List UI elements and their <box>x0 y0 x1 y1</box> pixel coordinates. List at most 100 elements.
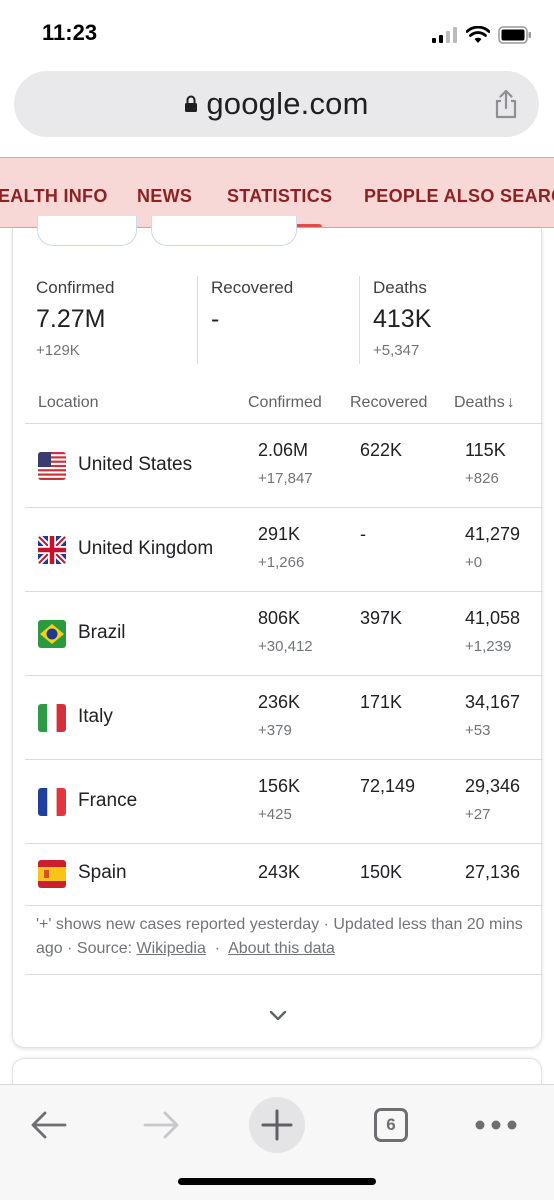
stats-table: Location Confirmed Recovered Deaths ↓ Uni… <box>25 378 543 906</box>
footnote-text: '+' shows new cases reported yesterday ·… <box>36 916 523 957</box>
row-deaths-delta: +826 <box>465 470 499 487</box>
row-recovered: 171K <box>360 692 403 712</box>
table-header: Location Confirmed Recovered Deaths ↓ <box>25 378 543 424</box>
row-deaths-delta: +0 <box>465 554 483 571</box>
row-confirmed: 806K <box>258 608 301 628</box>
footnote-separator: · <box>205 940 229 957</box>
row-recovered: 72,149 <box>360 776 416 796</box>
summary-confirmed-delta: +129K <box>36 342 80 359</box>
tab-health-info[interactable]: EALTH INFO <box>0 186 108 206</box>
summary-deaths: Deaths 413K +5,347 <box>373 278 431 359</box>
tabs-button[interactable]: 6 <box>363 1097 419 1153</box>
spain-flag-icon <box>38 860 66 888</box>
home-indicator <box>178 1178 376 1185</box>
row-location: Italy <box>78 706 113 727</box>
row-deaths: 41,058 <box>465 608 521 628</box>
row-confirmed-delta: +425 <box>258 806 292 823</box>
row-deaths: 115K <box>465 440 506 460</box>
row-confirmed: 236K <box>258 692 301 712</box>
row-confirmed-delta: +17,847 <box>258 470 313 487</box>
lock-icon <box>185 95 198 112</box>
menu-button[interactable] <box>468 1097 524 1153</box>
divider <box>359 276 360 364</box>
summary-recovered-value: - <box>211 305 220 333</box>
row-deaths-delta: +53 <box>465 722 491 739</box>
row-location: United States <box>78 454 193 475</box>
summary-deaths-value: 413K <box>373 305 432 333</box>
tab-news[interactable]: NEWS <box>137 186 193 206</box>
footnote: '+' shows new cases reported yesterday ·… <box>36 913 526 961</box>
tab-count: 6 <box>374 1108 408 1142</box>
row-confirmed-delta: +379 <box>258 722 292 739</box>
plus-icon <box>261 1109 293 1141</box>
header-confirmed[interactable]: Confirmed <box>248 394 322 411</box>
battery-icon <box>498 26 531 44</box>
forward-arrow-icon <box>143 1111 179 1139</box>
row-confirmed-delta: +30,412 <box>258 638 313 655</box>
wifi-icon <box>466 26 490 43</box>
row-recovered: - <box>360 524 366 544</box>
table-row[interactable]: Italy 236K +379 171K 34,167 +53 <box>25 676 543 760</box>
table-row[interactable]: Spain 243K 150K 27,136 <box>25 844 543 906</box>
italy-flag-icon <box>38 704 66 732</box>
header-recovered[interactable]: Recovered <box>350 394 428 411</box>
france-flag-icon <box>38 788 66 816</box>
divider <box>25 974 543 975</box>
tab-statistics[interactable]: STATISTICS <box>227 186 333 206</box>
row-location: Spain <box>78 862 127 883</box>
us-flag-icon <box>38 452 66 480</box>
new-tab-button[interactable] <box>249 1097 305 1153</box>
url-domain: google.com <box>206 86 369 121</box>
more-dots-icon <box>475 1120 517 1130</box>
table-row[interactable]: United States 2.06M +17,847 622K 115K +8… <box>25 424 543 508</box>
status-bar: 11:23 <box>0 0 554 64</box>
row-recovered: 622K <box>360 440 403 460</box>
forward-button[interactable] <box>134 1097 190 1153</box>
header-deaths-label: Deaths <box>454 394 505 411</box>
row-confirmed: 243K <box>258 862 301 882</box>
row-location: France <box>78 790 138 811</box>
table-row[interactable]: Brazil 806K +30,412 397K 41,058 +1,239 <box>25 592 543 676</box>
summary-confirmed-value: 7.27M <box>36 305 106 333</box>
row-confirmed: 156K <box>258 776 301 796</box>
filter-chip[interactable] <box>37 216 137 246</box>
table-row[interactable]: United Kingdom 291K +1,266 - 41,279 +0 <box>25 508 543 592</box>
row-confirmed: 2.06M <box>258 440 309 460</box>
summary-confirmed: Confirmed 7.27M +129K <box>36 278 114 359</box>
status-icons <box>432 24 532 46</box>
statistics-card: Confirmed 7.27M +129K Recovered - Deaths… <box>12 216 543 1048</box>
brazil-flag-icon <box>38 620 66 648</box>
tab-people-also-search[interactable]: PEOPLE ALSO SEARC <box>364 186 554 206</box>
row-location: Brazil <box>78 622 126 643</box>
summary-deaths-delta: +5,347 <box>373 342 420 359</box>
share-icon[interactable] <box>493 89 519 119</box>
back-button[interactable] <box>20 1097 76 1153</box>
summary-deaths-label: Deaths <box>373 278 427 297</box>
url-bar[interactable]: google.com <box>14 71 539 137</box>
chevron-down-icon[interactable] <box>266 1008 290 1024</box>
summary-recovered: Recovered - <box>211 278 293 334</box>
source-link[interactable]: Wikipedia <box>136 940 206 957</box>
divider <box>197 276 198 364</box>
row-deaths: 34,167 <box>465 692 521 712</box>
header-deaths[interactable]: Deaths ↓ <box>454 394 515 412</box>
about-data-link[interactable]: About this data <box>228 940 335 957</box>
row-deaths: 29,346 <box>465 776 521 796</box>
row-deaths-delta: +1,239 <box>465 638 512 655</box>
row-deaths-delta: +27 <box>465 806 491 823</box>
row-deaths: 27,136 <box>465 862 521 882</box>
header-location[interactable]: Location <box>38 394 99 411</box>
row-confirmed: 291K <box>258 524 301 544</box>
table-row[interactable]: France 156K +425 72,149 29,346 +27 <box>25 760 543 844</box>
uk-flag-icon <box>38 536 66 564</box>
back-arrow-icon <box>31 1111 67 1139</box>
row-recovered: 397K <box>360 608 403 628</box>
filter-chip[interactable] <box>151 216 297 246</box>
summary-recovered-label: Recovered <box>211 278 294 297</box>
status-time: 11:23 <box>42 20 98 45</box>
sort-arrow-icon: ↓ <box>506 394 515 411</box>
signal-icon <box>432 27 457 43</box>
summary-confirmed-label: Confirmed <box>36 278 115 297</box>
row-deaths: 41,279 <box>465 524 521 544</box>
row-location: United Kingdom <box>78 538 214 559</box>
